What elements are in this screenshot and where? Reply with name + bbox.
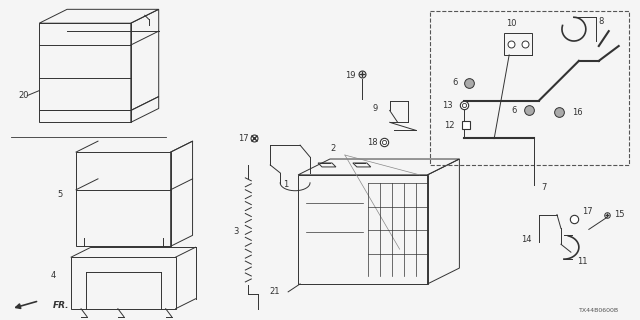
Text: 11: 11 <box>577 257 588 266</box>
Text: 6: 6 <box>452 78 458 87</box>
Text: TX44B0600B: TX44B0600B <box>579 308 619 313</box>
Text: 20: 20 <box>18 91 29 100</box>
Text: 13: 13 <box>442 101 452 110</box>
Text: 17: 17 <box>582 207 593 216</box>
Text: 6: 6 <box>512 106 517 115</box>
Text: 1: 1 <box>283 180 288 189</box>
Text: 14: 14 <box>522 235 532 244</box>
Text: 5: 5 <box>58 190 63 199</box>
Text: 7: 7 <box>541 183 547 192</box>
Text: 18: 18 <box>367 138 378 147</box>
Text: 16: 16 <box>572 108 582 117</box>
Text: 12: 12 <box>444 121 454 130</box>
Bar <box>429 11 628 165</box>
Text: 15: 15 <box>614 210 624 219</box>
Text: 4: 4 <box>51 271 56 281</box>
Text: 8: 8 <box>599 17 604 26</box>
Text: 9: 9 <box>372 104 378 113</box>
Text: 21: 21 <box>269 287 280 296</box>
Text: 19: 19 <box>346 71 356 80</box>
Text: 17: 17 <box>237 134 248 143</box>
Text: 10: 10 <box>506 19 516 28</box>
Text: 3: 3 <box>233 227 238 236</box>
Text: 2: 2 <box>330 144 335 153</box>
Text: FR.: FR. <box>53 301 70 310</box>
